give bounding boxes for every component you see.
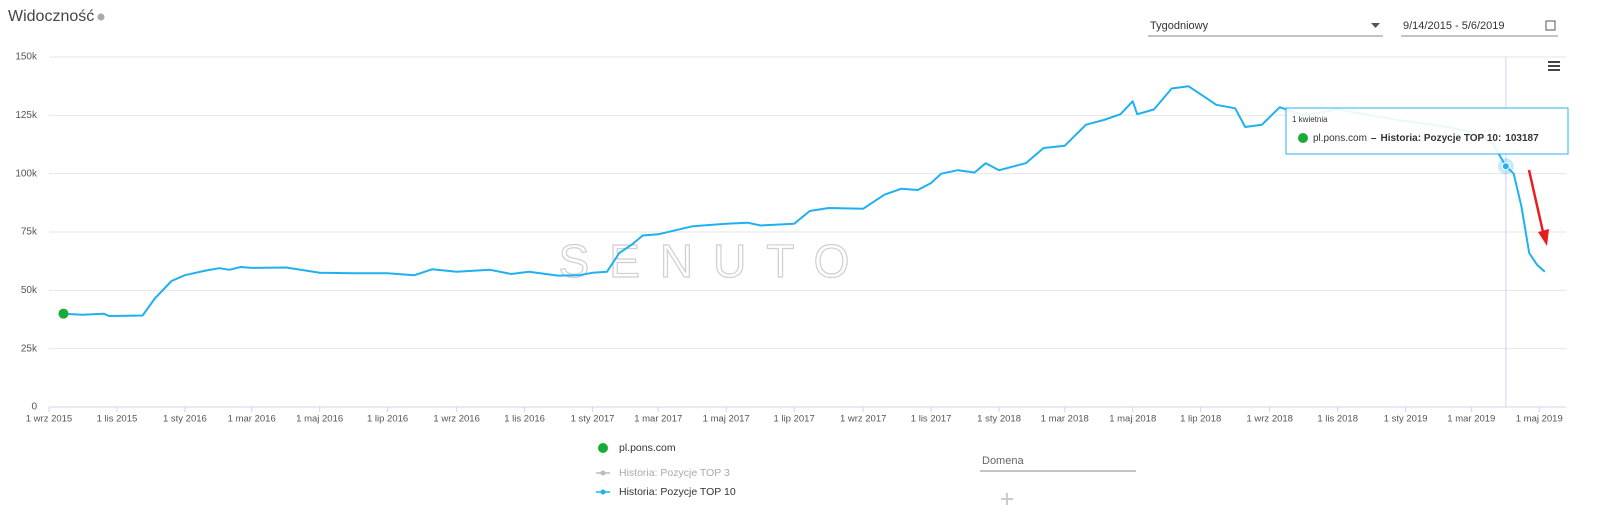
tooltip-value: 103187 xyxy=(1505,133,1539,144)
tooltip-series: pl.pons.com xyxy=(1313,133,1367,144)
legend-item[interactable]: Historia: Pozycje TOP 10 xyxy=(596,486,736,498)
legend-symbol xyxy=(600,489,606,495)
x-tick-label: 1 mar 2018 xyxy=(1041,414,1089,425)
x-tick-label: 1 maj 2016 xyxy=(296,414,343,425)
x-tick-label: 1 maj 2017 xyxy=(703,414,750,425)
date-picker[interactable]: 9/14/2015 - 5/6/2019 xyxy=(1401,20,1558,37)
legend-symbol xyxy=(598,443,608,453)
x-tick-label: 1 lis 2016 xyxy=(504,414,545,425)
series-line xyxy=(63,85,1546,317)
site-marker xyxy=(58,308,69,319)
y-tick-label: 125k xyxy=(15,110,38,121)
x-tick-label: 1 lis 2017 xyxy=(911,414,952,425)
annotation-arrow xyxy=(1527,169,1549,246)
y-tick-label: 75k xyxy=(21,227,38,238)
tooltip-title: 1 kwietnia xyxy=(1292,115,1328,124)
legend-label: Historia: Pozycje TOP 3 xyxy=(619,467,730,479)
legend-symbol xyxy=(600,470,606,476)
x-tick-label: 1 wrz 2016 xyxy=(433,414,479,425)
y-tick-label: 0 xyxy=(31,402,37,413)
x-tick-label: 1 sty 2018 xyxy=(977,414,1021,425)
legend-label: pl.pons.com xyxy=(619,442,676,454)
info-icon[interactable] xyxy=(97,13,105,21)
legend-item[interactable]: Historia: Pozycje TOP 3 xyxy=(596,467,730,479)
x-tick-label: 1 lis 2018 xyxy=(1317,414,1358,425)
tooltip: 1 kwietnia pl.pons.com – Historia: Pozycje … xyxy=(1285,107,1569,155)
x-tick-label: 1 maj 2018 xyxy=(1109,414,1156,425)
legend-item[interactable]: pl.pons.com xyxy=(598,442,676,454)
x-tick-label: 1 sty 2016 xyxy=(163,414,207,425)
x-tick-label: 1 wrz 2018 xyxy=(1246,414,1292,425)
x-tick-label: 1 lip 2017 xyxy=(774,414,815,425)
x-tick-label: 1 wrz 2015 xyxy=(26,414,72,425)
tooltip-separator: – xyxy=(1371,133,1377,144)
watermark: SENUTO xyxy=(559,235,870,287)
menu-icon[interactable] xyxy=(1548,61,1560,71)
x-tick-label: 1 wrz 2017 xyxy=(840,414,886,425)
y-tick-label: 100k xyxy=(15,168,38,179)
x-tick-label: 1 sty 2017 xyxy=(571,414,615,425)
hover-point xyxy=(1501,162,1510,171)
select-arrow xyxy=(1371,23,1380,28)
date-range: 9/14/2015 - 5/6/2019 xyxy=(1403,20,1505,32)
x-tick-label: 1 mar 2016 xyxy=(228,414,276,425)
tooltip-line: pl.pons.com – Historia: Pozycje TOP 10: 103… xyxy=(1313,133,1539,144)
y-tick-label: 25k xyxy=(21,343,38,354)
x-tick-label: 1 mar 2019 xyxy=(1447,414,1495,425)
tooltip-box xyxy=(1285,107,1569,155)
tooltip-label: Historia: Pozycje TOP 10: xyxy=(1380,133,1501,144)
domain-input[interactable]: Domena xyxy=(980,455,1136,505)
tooltip-symbol xyxy=(1298,133,1308,143)
interval-value: Tygodniowy xyxy=(1150,20,1209,32)
y-tick-label: 50k xyxy=(21,285,38,296)
x-tick-label: 1 sty 2019 xyxy=(1384,414,1428,425)
domain-placeholder: Domena xyxy=(982,455,1024,467)
x-tick-label: 1 lis 2015 xyxy=(97,414,138,425)
x-tick-label: 1 lip 2016 xyxy=(367,414,408,425)
x-tick-label: 1 lip 2018 xyxy=(1180,414,1221,425)
section-title: Widoczność xyxy=(8,8,94,25)
x-tick-label: 1 mar 2017 xyxy=(634,414,682,425)
add-icon[interactable] xyxy=(1001,493,1013,505)
x-tick-label: 1 maj 2019 xyxy=(1516,414,1563,425)
legend-label: Historia: Pozycje TOP 10 xyxy=(619,486,736,498)
interval-select[interactable]: Tygodniowy xyxy=(1148,20,1383,37)
plot: SENUTO 0 25k 50k 75k 100k 125k 150k 1 wrz 2015 1 … xyxy=(15,52,1569,498)
y-tick-label: 150k xyxy=(15,52,38,63)
calendar-icon xyxy=(1545,20,1556,31)
